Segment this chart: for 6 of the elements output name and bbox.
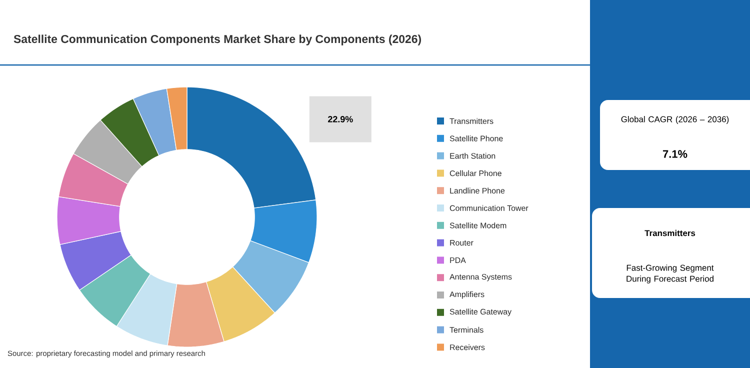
text: Fast-Growing Segment During Forecast Period xyxy=(626,264,714,284)
text: Transmitters xyxy=(644,230,696,236)
chart-title: Satellite Communication Components Market Share by Components (2026) xyxy=(14,34,422,46)
text: Global CAGR (2026 – 2036) xyxy=(621,116,729,124)
text: 7.1% xyxy=(662,150,688,158)
data-label: 22.9% xyxy=(328,116,353,122)
